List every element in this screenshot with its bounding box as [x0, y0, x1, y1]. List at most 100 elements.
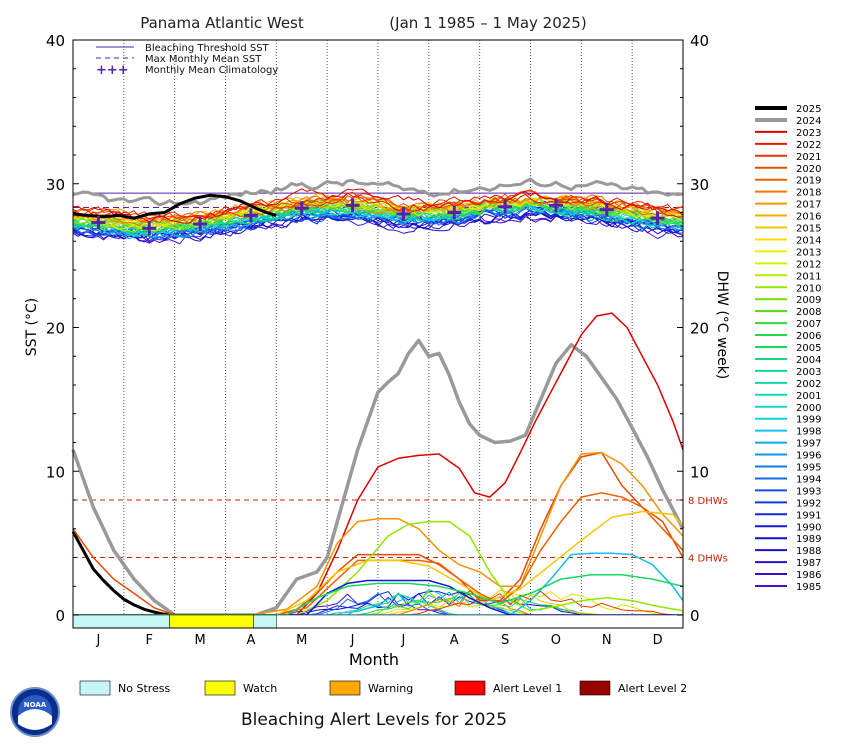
x-axis-label: Month	[349, 650, 399, 669]
alert-strip-segment	[169, 614, 254, 629]
dhw-reference-label: 4 DHWs	[688, 554, 728, 565]
year-legend-label: 1991	[796, 510, 821, 521]
alert-strip	[72, 614, 684, 629]
dhw-line-2023	[73, 312, 684, 616]
year-legend-label: 1993	[796, 486, 821, 497]
year-legend-label: 2012	[796, 259, 821, 270]
year-legend-label: 2010	[796, 283, 821, 294]
year-legend-label: 1992	[796, 498, 821, 509]
alert-level-label: Alert Level 2	[618, 682, 687, 695]
year-legend-label: 2004	[796, 355, 821, 366]
year-legend-label: 2022	[796, 140, 821, 151]
y-tick-label-left: 20	[46, 320, 65, 338]
chart-date-range: (Jan 1 1985 – 1 May 2025)	[389, 14, 586, 32]
alert-level-swatch	[454, 680, 486, 696]
alert-bar-title: Bleaching Alert Levels for 2025	[241, 710, 507, 730]
month-label: A	[246, 633, 255, 648]
dhw-line-1998	[73, 552, 684, 616]
month-label: D	[653, 633, 663, 648]
sst-line-2023	[72, 188, 684, 224]
noaa-logo-text: NOAA	[24, 701, 47, 709]
year-legend-label: 2011	[796, 271, 821, 282]
alert-level-legend: No Stress Watch Warning Alert Level 1 Alert …	[79, 680, 687, 696]
year-legend-label: 2003	[796, 367, 821, 378]
y-axis-left-label: SST (°C)	[24, 298, 40, 356]
climatology-markers	[91, 198, 665, 236]
y-tick-label-left: 0	[55, 607, 65, 625]
alert-level-label: No Stress	[118, 682, 171, 695]
legend-mmm-label: Max Monthly Mean SST	[145, 54, 262, 65]
alert-level-swatch	[329, 680, 361, 696]
year-legend-label: 2020	[796, 164, 821, 175]
year-legend-label: 2002	[796, 379, 821, 390]
month-gridlines	[123, 40, 633, 628]
month-label: J	[350, 633, 355, 648]
year-legend-label: 2021	[796, 152, 821, 163]
plot-frame	[72, 39, 684, 629]
year-legend-label: 1988	[796, 546, 821, 557]
y-tick-label-right: 40	[690, 32, 709, 50]
month-label: N	[602, 633, 612, 648]
year-legend-label: 2017	[796, 200, 821, 211]
sst-line-2025	[72, 193, 277, 220]
month-label: S	[501, 633, 509, 648]
sst-line-1991	[72, 205, 684, 236]
month-label: M	[194, 633, 205, 648]
y-tick-label-left: 10	[46, 463, 65, 481]
dhw-line-2020	[72, 451, 684, 616]
year-legend-label: 1990	[796, 522, 821, 533]
year-legend-label: 1997	[796, 439, 821, 450]
year-legend-label: 1999	[796, 415, 821, 426]
year-legend-label: 2006	[796, 331, 821, 342]
year-legend-label: 1996	[796, 451, 821, 462]
month-label: M	[296, 633, 307, 648]
year-legend-label: 1994	[796, 474, 821, 485]
dhw-line-2005	[73, 574, 684, 616]
dhw-line-2019	[73, 492, 684, 616]
dhw-line-2017	[73, 451, 684, 616]
alert-level-label: Watch	[243, 682, 277, 695]
dhw-line-2010	[73, 520, 684, 616]
year-legend-label: 1989	[796, 534, 821, 545]
y-axis-left: 0 10 20 30 40	[46, 32, 79, 625]
y-tick-label-right: 20	[690, 320, 709, 338]
y-tick-label-left: 40	[46, 32, 65, 50]
y-axis-right: 0 10 20 30 40	[677, 32, 709, 625]
year-legend-label: 2014	[796, 235, 821, 246]
sst-line-2022	[72, 192, 683, 220]
year-legend-label: 1985	[796, 582, 821, 593]
year-legend-label: 1987	[796, 558, 821, 569]
background-year-series	[72, 177, 684, 616]
year-legend-label: 2019	[796, 176, 821, 187]
month-label: A	[450, 633, 459, 648]
y-tick-label-right: 10	[690, 463, 709, 481]
month-label: F	[146, 633, 153, 648]
chart-title: Panama Atlantic West	[140, 14, 304, 32]
month-label: J	[400, 633, 405, 648]
year-legend-label: 2001	[796, 391, 821, 402]
year-legend: 2025202420232022202120202019201820172016…	[755, 104, 821, 593]
year-legend-label: 2008	[796, 307, 821, 318]
noaa-logo: NOAA	[10, 687, 60, 737]
legend-climatology-label: Monthly Mean Climatology	[145, 65, 278, 76]
year-legend-label: 2024	[796, 116, 821, 127]
dhw-line-2015	[73, 510, 684, 616]
plot-legend: Bleaching Threshold SST Max Monthly Mean…	[96, 43, 278, 78]
year-legend-label: 2023	[796, 128, 821, 139]
sst-line-2024	[72, 177, 684, 207]
year-legend-label: 2009	[796, 295, 821, 306]
y-tick-label-right: 30	[690, 176, 709, 194]
alert-strip-segment	[253, 614, 277, 629]
year-legend-label: 1998	[796, 427, 821, 438]
year-legend-label: 2000	[796, 403, 821, 414]
year-legend-label: 2013	[796, 247, 821, 258]
dhw-line-2025	[71, 530, 175, 617]
alert-strip-segment	[72, 614, 170, 629]
year-legend-label: 2025	[796, 104, 821, 115]
year-legend-label: 2015	[796, 224, 821, 235]
year-legend-label: 1995	[796, 463, 821, 474]
month-label: J	[95, 633, 100, 648]
year-legend-label: 1986	[796, 570, 821, 581]
